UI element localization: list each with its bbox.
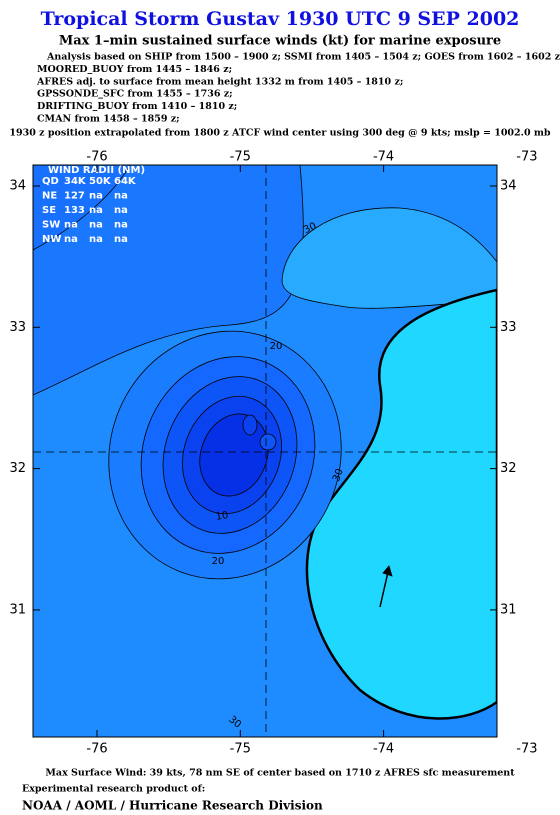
- wind-radii-cell: QD: [42, 176, 59, 187]
- analysis-line: MOORED_BUOY from 1445 – 1846 z;: [37, 64, 232, 75]
- analysis-line: AFRES adj. to surface from mean height 1…: [36, 76, 403, 87]
- lat-tick-label: 32: [500, 461, 517, 476]
- wind-radii-cell: na: [89, 191, 103, 202]
- wind-radii-cell: na: [114, 205, 128, 216]
- lat-tick-label: 33: [9, 320, 26, 335]
- lon-tick-label: -73: [516, 742, 537, 757]
- wind-radii-cell: 133: [64, 205, 85, 216]
- lon-tick-label: -75: [230, 742, 251, 757]
- analysis-line: CMAN from 1458 – 1859 z;: [37, 114, 180, 125]
- lon-tick-label: -73: [516, 150, 537, 165]
- wind-radii-cell: NW: [42, 234, 61, 245]
- wind-radii-cell: na: [89, 205, 103, 216]
- lat-tick-label: 32: [9, 461, 26, 476]
- wind-radii-cell: na: [114, 191, 128, 202]
- lat-tick-label: 31: [500, 602, 517, 617]
- wind-field: [33, 165, 497, 737]
- lat-tick-label: 34: [9, 179, 26, 194]
- lon-tick-label: -74: [373, 742, 394, 757]
- contour-label: 30: [302, 221, 318, 236]
- max-wind: Max Surface Wind: 39 kts, 78 nm SE of ce…: [45, 768, 515, 779]
- wind-radii-cell: NE: [42, 191, 57, 202]
- wind-radii-cell: SE: [42, 205, 56, 216]
- lon-tick-label: -74: [373, 150, 394, 165]
- contour-label: 20: [212, 556, 225, 567]
- map-frame: [32, 164, 498, 738]
- subtitle: Max 1–min sustained surface winds (kt) f…: [59, 34, 501, 49]
- analysis-line: Analysis based on SHIP from 1500 – 1900 …: [46, 52, 560, 63]
- wind-radii-cell: na: [89, 220, 103, 231]
- title: Tropical Storm Gustav 1930 UTC 9 SEP 200…: [41, 8, 520, 30]
- lat-tick-label: 34: [500, 179, 517, 194]
- wind-radii-cell: 34K: [64, 176, 87, 187]
- lon-tick-label: -75: [230, 150, 251, 165]
- wind-radii-cell: 64K: [114, 176, 137, 187]
- contour-label: 10: [215, 510, 229, 523]
- wind-radii-cell: 50K: [89, 176, 112, 187]
- wind-radii-cell: SW: [42, 220, 60, 231]
- lon-tick-label: -76: [86, 742, 107, 757]
- wind-radii-cell: 127: [64, 191, 85, 202]
- contour-label: 20: [270, 341, 283, 352]
- lon-tick-label: -76: [86, 150, 107, 165]
- wind-radii-cell: na: [114, 220, 128, 231]
- lat-tick-label: 31: [9, 602, 26, 617]
- contour-label: 30: [331, 467, 346, 483]
- analysis-line: GPSSONDE_SFC from 1455 – 1736 z;: [37, 89, 233, 100]
- wind-radii-cell: na: [64, 234, 78, 245]
- position-note: 1930 z position extrapolated from 1800 z…: [9, 128, 551, 139]
- org: NOAA / AOML / Hurricane Research Divisio…: [22, 799, 323, 813]
- wind-radii-cell: na: [114, 234, 128, 245]
- lat-tick-label: 33: [500, 320, 517, 335]
- wind-radii-cell: na: [89, 234, 103, 245]
- wind-radii-cell: na: [64, 220, 78, 231]
- note: Experimental research product of:: [22, 784, 205, 795]
- analysis-line: DRIFTING_BUOY from 1410 – 1810 z;: [37, 101, 237, 112]
